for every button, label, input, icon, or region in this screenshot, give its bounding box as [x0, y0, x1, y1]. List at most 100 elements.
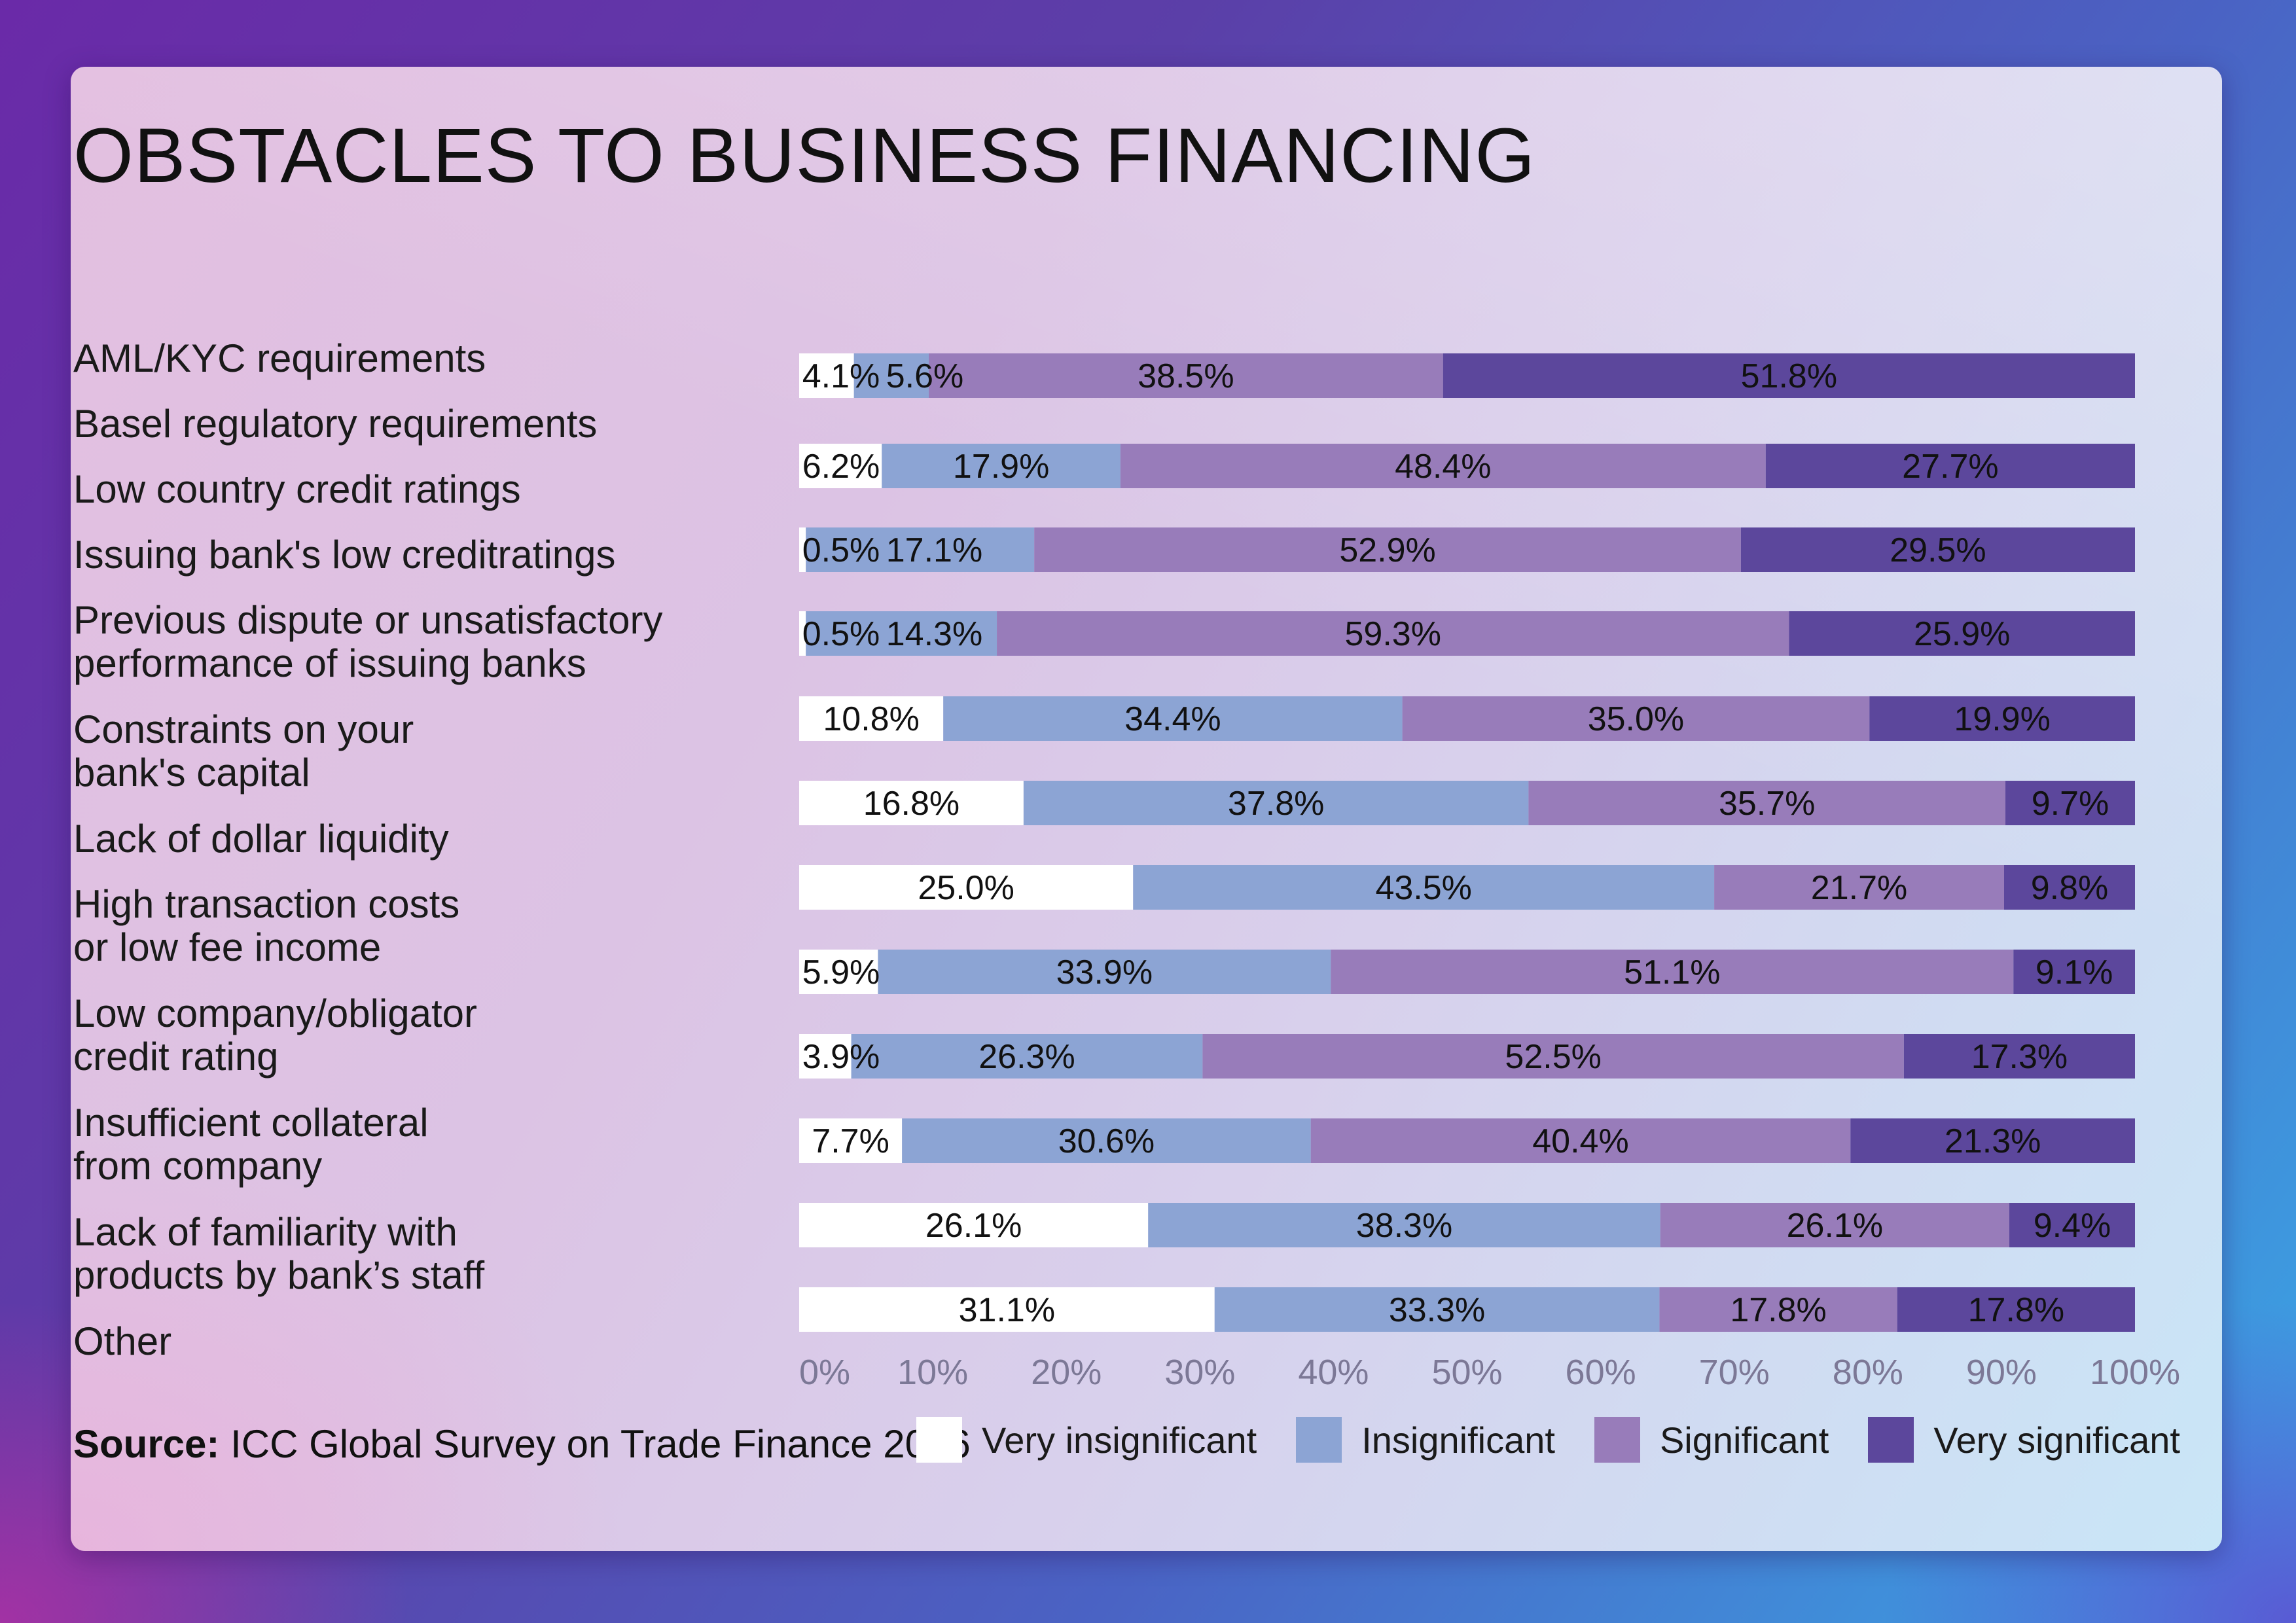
bar-issuing-bank-s-low-creditratings-significant: [997, 611, 1789, 656]
category-label-company-rating: Low company/obligator credit rating: [73, 991, 478, 1079]
legend-swatch-very-insignificant: [916, 1417, 962, 1463]
data-label-low-company-obligator-credit-rating-very-insignificant: 3.9%: [802, 1038, 880, 1076]
data-label-issuing-bank-s-low-creditratings-very-significant: 25.9%: [1914, 615, 2010, 653]
data-label-previous-dispute-or-unsatisfactory-performance-of-issuing-banks-very-insignificant: 10.8%: [823, 700, 919, 738]
bar-other-very-insignificant: [799, 1287, 1215, 1332]
category-label-basel: Basel regulatory requirements: [73, 402, 598, 446]
data-label-aml-kyc-requirements-very-significant: 51.8%: [1741, 357, 1837, 395]
bar-high-transaction-costs-or-low-fee-income-significant: [1331, 950, 2014, 994]
data-label-lack-of-familiarity-with-products-by-bank-s-staff-significant: 26.1%: [1787, 1207, 1883, 1245]
data-label-lack-of-dollar-liquidity-very-significant: 9.8%: [2031, 869, 2109, 907]
bar-aml-kyc-requirements-insignificant: [853, 353, 929, 398]
bar-other-insignificant: [1214, 1287, 1660, 1332]
data-label-constraints-on-your-bank-s-capital-insignificant: 37.8%: [1228, 785, 1324, 823]
bar-lack-of-dollar-liquidity-very-significant: [2003, 865, 2135, 910]
legend-item-insignificant: Insignificant: [1296, 1417, 1555, 1463]
data-label-lack-of-familiarity-with-products-by-bank-s-staff-very-significant: 9.4%: [2034, 1207, 2111, 1245]
bar-constraints-on-your-bank-s-capital-very-significant: [2005, 781, 2135, 825]
data-label-lack-of-dollar-liquidity-insignificant: 43.5%: [1375, 869, 1471, 907]
data-label-constraints-on-your-bank-s-capital-very-significant: 9.7%: [2032, 785, 2109, 823]
source-prefix: Source:: [73, 1422, 220, 1466]
data-label-constraints-on-your-bank-s-capital-significant: 35.7%: [1719, 785, 1815, 823]
bar-lack-of-familiarity-with-products-by-bank-s-staff-very-significant: [2009, 1203, 2135, 1247]
bar-basel-regulatory-requirements-significant: [1120, 444, 1766, 488]
data-label-other-very-significant: 17.8%: [1968, 1291, 2064, 1329]
bar-basel-regulatory-requirements-very-insignificant: [799, 444, 882, 488]
bar-issuing-bank-s-low-creditratings-insignificant: [806, 611, 997, 656]
data-label-high-transaction-costs-or-low-fee-income-very-insignificant: 5.9%: [802, 954, 880, 991]
x-tick-label-50: 50%: [1431, 1353, 1502, 1392]
bar-previous-dispute-or-unsatisfactory-performance-of-issuing-banks-significant: [1402, 696, 1870, 741]
bar-previous-dispute-or-unsatisfactory-performance-of-issuing-banks-very-insignificant: [799, 696, 944, 741]
x-tick-label-60: 60%: [1566, 1353, 1636, 1392]
data-label-high-transaction-costs-or-low-fee-income-insignificant: 33.9%: [1056, 954, 1153, 991]
bar-constraints-on-your-bank-s-capital-significant: [1528, 781, 2006, 825]
bar-high-transaction-costs-or-low-fee-income-very-significant: [2013, 950, 2135, 994]
data-label-previous-dispute-or-unsatisfactory-performance-of-issuing-banks-significant: 35.0%: [1588, 700, 1684, 738]
data-label-basel-regulatory-requirements-very-significant: 27.7%: [1902, 448, 1998, 486]
data-label-insufficient-collateral-from-company-significant: 40.4%: [1532, 1122, 1628, 1160]
data-label-lack-of-familiarity-with-products-by-bank-s-staff-very-insignificant: 26.1%: [925, 1207, 1022, 1245]
category-label-other: Other: [73, 1319, 172, 1363]
data-label-aml-kyc-requirements-very-insignificant: 4.1%: [802, 357, 880, 395]
data-label-high-transaction-costs-or-low-fee-income-significant: 51.1%: [1624, 954, 1720, 991]
bar-insufficient-collateral-from-company-very-insignificant: [799, 1118, 903, 1163]
data-label-other-insignificant: 33.3%: [1389, 1291, 1485, 1329]
data-label-low-country-credit-ratings-very-insignificant: 0.5%: [802, 531, 880, 569]
x-tick-label-90: 90%: [1966, 1353, 2037, 1392]
bar-basel-regulatory-requirements-very-significant: [1765, 444, 2135, 488]
bar-insufficient-collateral-from-company-insignificant: [902, 1118, 1311, 1163]
bar-other-significant: [1659, 1287, 1897, 1332]
x-tick-label-100: 100%: [2090, 1353, 2180, 1392]
chart-title: OBSTACLES TO BUSINESS FINANCING: [73, 113, 1536, 199]
data-label-low-company-obligator-credit-rating-very-significant: 17.3%: [1971, 1038, 2068, 1076]
bar-aml-kyc-requirements-very-insignificant: [799, 353, 854, 398]
legend-item-significant: Significant: [1594, 1417, 1829, 1463]
bar-lack-of-familiarity-with-products-by-bank-s-staff-insignificant: [1148, 1203, 1660, 1247]
bar-low-country-credit-ratings-significant: [1034, 527, 1741, 572]
data-label-insufficient-collateral-from-company-very-insignificant: 7.7%: [812, 1122, 889, 1160]
legend-label-very-insignificant: Very insignificant: [982, 1419, 1257, 1461]
data-label-lack-of-familiarity-with-products-by-bank-s-staff-insignificant: 38.3%: [1356, 1207, 1452, 1245]
x-tick-label-80: 80%: [1833, 1353, 1903, 1392]
x-tick-label-70: 70%: [1699, 1353, 1770, 1392]
data-label-issuing-bank-s-low-creditratings-very-insignificant: 0.5%: [802, 615, 880, 653]
data-label-insufficient-collateral-from-company-insignificant: 30.6%: [1058, 1122, 1155, 1160]
bar-low-country-credit-ratings-very-insignificant: [799, 527, 806, 572]
data-label-low-company-obligator-credit-rating-insignificant: 26.3%: [978, 1038, 1075, 1076]
category-label-collateral: Insufficient collateral from company: [73, 1101, 429, 1188]
data-label-basel-regulatory-requirements-insignificant: 17.9%: [953, 448, 1049, 486]
bar-insufficient-collateral-from-company-significant: [1310, 1118, 1851, 1163]
data-label-aml-kyc-requirements-insignificant: 5.6%: [886, 357, 964, 395]
bar-constraints-on-your-bank-s-capital-very-insignificant: [799, 781, 1024, 825]
data-label-low-country-credit-ratings-insignificant: 17.1%: [886, 531, 982, 569]
legend-item-very-insignificant: Very insignificant: [916, 1417, 1257, 1463]
bar-previous-dispute-or-unsatisfactory-performance-of-issuing-banks-insignificant: [943, 696, 1403, 741]
legend-swatch-insignificant: [1296, 1417, 1342, 1463]
x-tick-label-30: 30%: [1164, 1353, 1235, 1392]
bar-lack-of-dollar-liquidity-insignificant: [1133, 865, 1715, 910]
category-label-previous-dispute: Previous dispute or unsatisfactory perfor…: [73, 598, 663, 685]
data-label-other-significant: 17.8%: [1730, 1291, 1826, 1329]
legend: Very insignificant Insignificant Signifi…: [916, 1417, 2219, 1463]
category-label-country-ratings: Low country credit ratings: [73, 467, 521, 511]
legend-swatch-very-significant: [1868, 1417, 1914, 1463]
x-tick-label-10: 10%: [897, 1353, 968, 1392]
data-label-low-company-obligator-credit-rating-significant: 52.5%: [1505, 1038, 1601, 1076]
x-tick-label-20: 20%: [1031, 1353, 1102, 1392]
data-label-low-country-credit-ratings-very-significant: 29.5%: [1890, 531, 1986, 569]
category-label-familiarity: Lack of familiarity with products by bank…: [73, 1210, 485, 1297]
data-label-lack-of-dollar-liquidity-very-insignificant: 25.0%: [918, 869, 1014, 907]
bar-constraints-on-your-bank-s-capital-insignificant: [1023, 781, 1529, 825]
legend-swatch-significant: [1594, 1417, 1640, 1463]
source-note: Source: ICC Global Survey on Trade Finan…: [73, 1421, 971, 1467]
legend-label-insignificant: Insignificant: [1361, 1419, 1555, 1461]
x-tick-label-0: 0%: [799, 1353, 850, 1392]
bar-low-company-obligator-credit-rating-significant: [1202, 1034, 1904, 1079]
category-label-dollar-liquidity: Lack of dollar liquidity: [73, 817, 449, 861]
data-label-low-country-credit-ratings-significant: 52.9%: [1339, 531, 1435, 569]
legend-item-very-significant: Very significant: [1868, 1417, 2180, 1463]
bar-low-company-obligator-credit-rating-very-insignificant: [799, 1034, 852, 1079]
data-label-previous-dispute-or-unsatisfactory-performance-of-issuing-banks-very-significant: 19.9%: [1954, 700, 2050, 738]
legend-label-significant: Significant: [1659, 1419, 1829, 1461]
